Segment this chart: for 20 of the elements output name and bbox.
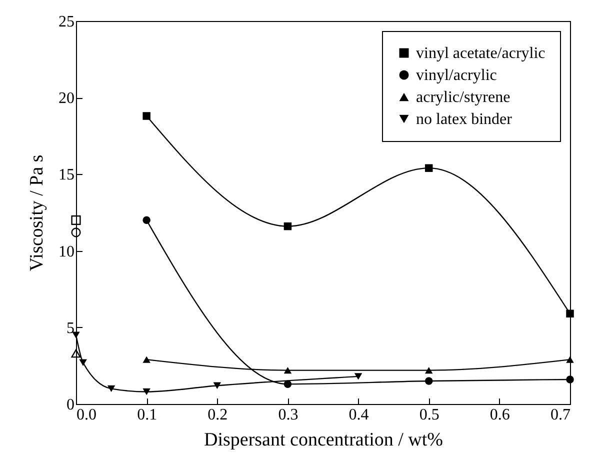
x-tick-label: 0.3 <box>278 406 298 424</box>
y-tick-label: 10 <box>58 243 74 260</box>
y-tick-label: 20 <box>58 90 74 108</box>
x-axis-title: Dispersant concentration / wt% <box>204 430 444 450</box>
y-axis-title: Viscosity / Pa s <box>26 154 48 272</box>
y-tick-label: 15 <box>58 166 74 184</box>
x-tick-label: 0.5 <box>419 406 440 424</box>
legend-label: vinyl/acrylic <box>416 67 497 84</box>
x-tick-label: 0.6 <box>490 406 510 424</box>
legend-label: acrylic/styrene <box>416 89 510 106</box>
x-tick-label: 0.7 <box>550 406 570 424</box>
legend-label: no latex binder <box>416 111 513 128</box>
y-tick-label: 5 <box>66 320 74 337</box>
x-tick-label: 0.2 <box>208 406 228 424</box>
x-tick-label: 0.1 <box>137 406 158 424</box>
x-tick-label: 0.0 <box>76 406 96 424</box>
y-tick-label: 25 <box>58 14 74 30</box>
x-tick-label: 0.4 <box>348 406 369 424</box>
legend-label: vinyl acetate/acrylic <box>416 45 546 62</box>
y-tick-label: 0 <box>66 396 74 414</box>
